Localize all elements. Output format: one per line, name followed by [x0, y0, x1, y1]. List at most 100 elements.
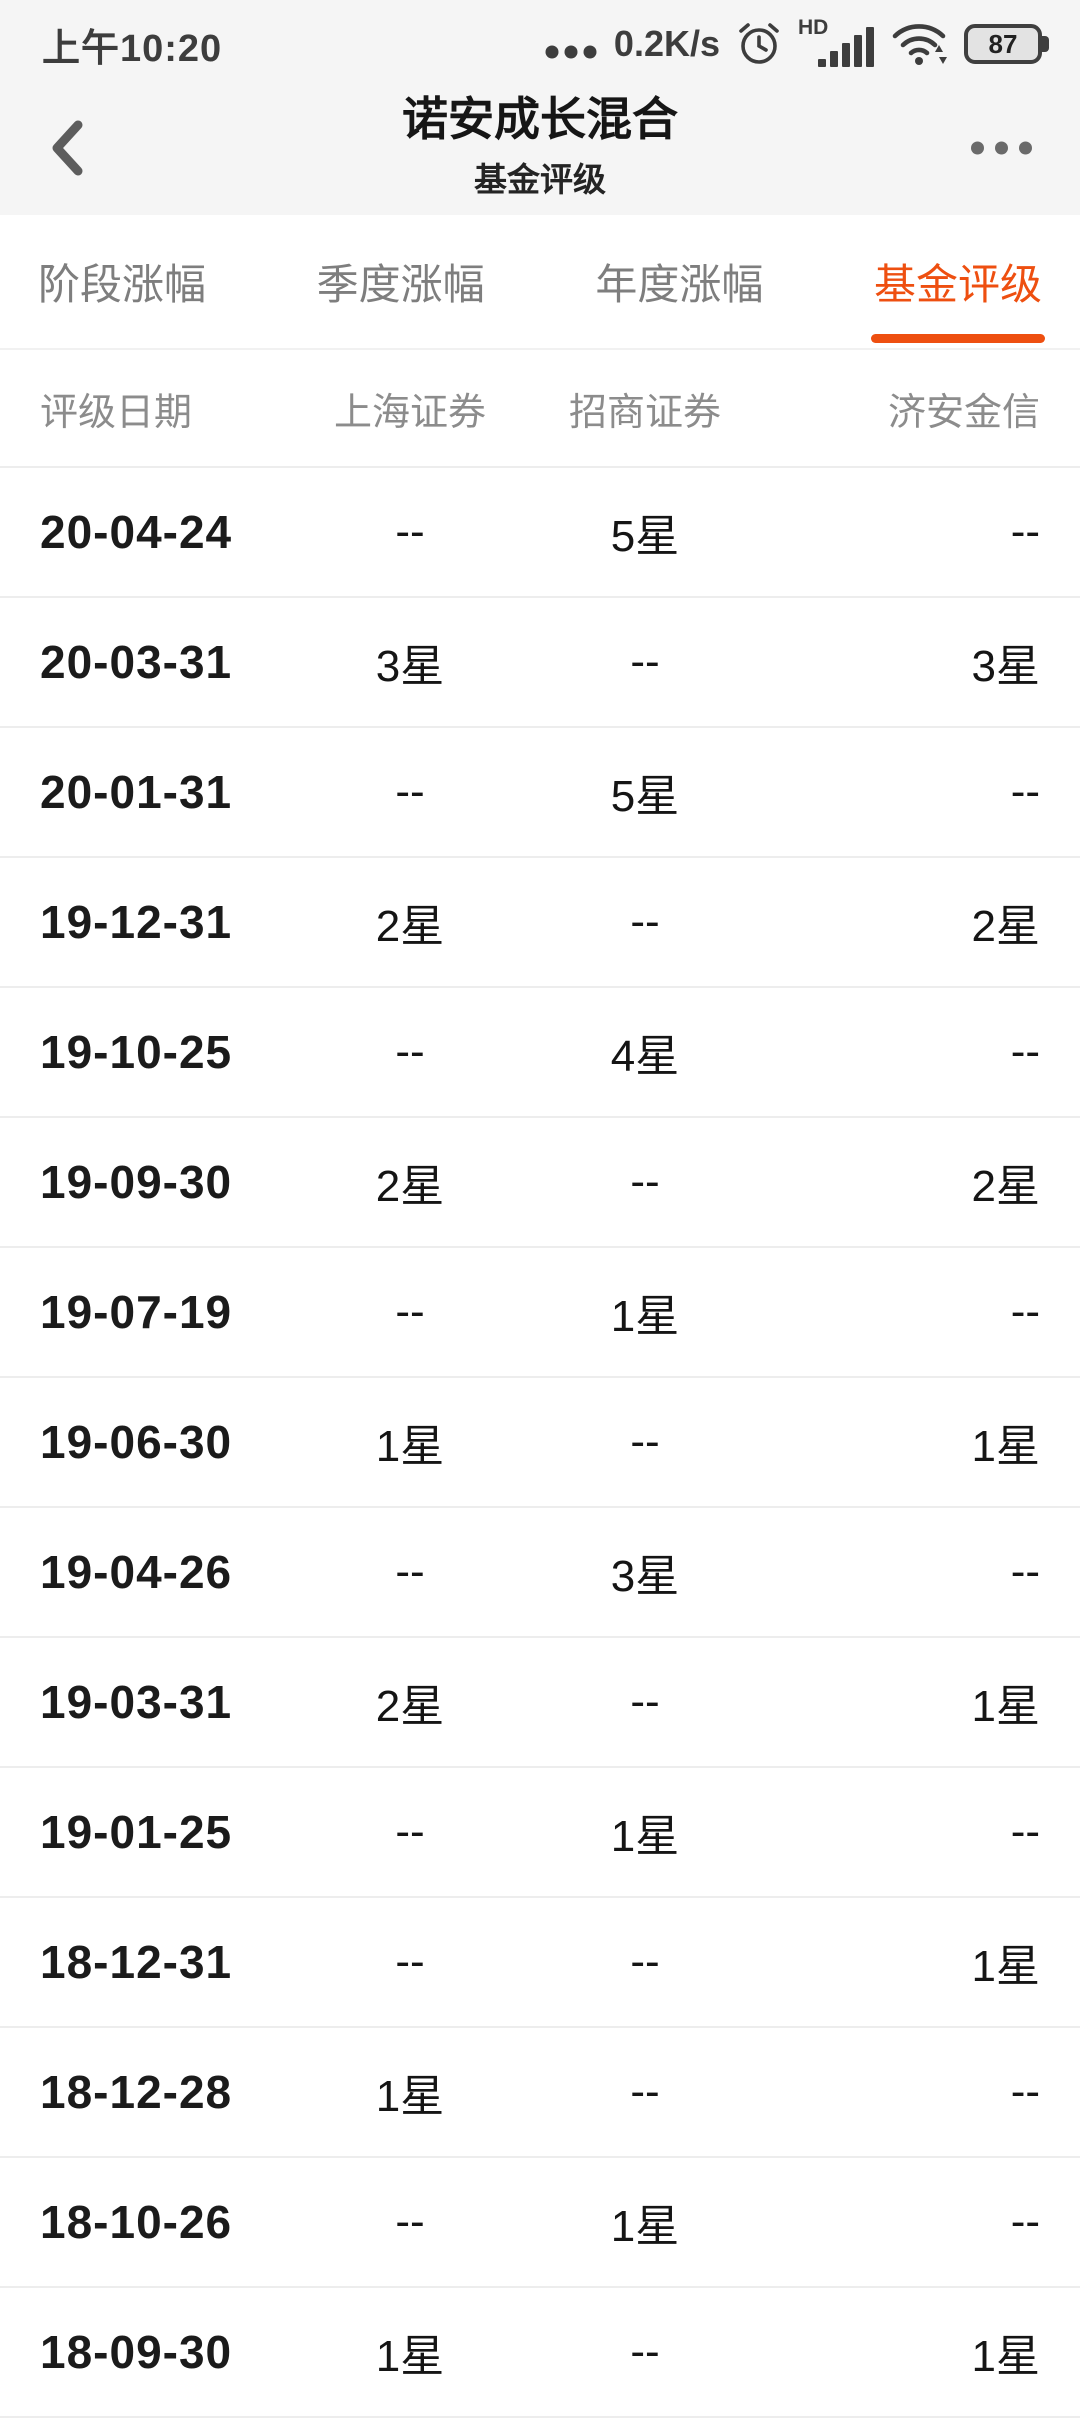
table-header: 评级日期 上海证券 招商证券 济安金信 — [0, 350, 1080, 468]
rating-date: 18-10-26 — [40, 2196, 233, 2248]
table-row: 18-10-26 -- 1星 -- — [0, 2158, 1080, 2288]
rating-value: -- — [395, 1287, 425, 1336]
rating-date: 19-06-30 — [40, 1416, 233, 1468]
rating-value: -- — [395, 1807, 425, 1856]
rating-value: 3星 — [375, 642, 445, 691]
table-row: 18-12-28 1星 -- -- — [0, 2028, 1080, 2158]
rating-value: 1星 — [971, 1942, 1040, 1991]
table-row: 19-06-30 1星 -- 1星 — [0, 1378, 1080, 1508]
rating-date: 18-12-31 — [40, 1936, 233, 1988]
table-row: 18-12-31 -- -- 1星 — [0, 1898, 1080, 2028]
page-title: 诺安成长混合 — [402, 93, 678, 146]
data-usage-dots-icon — [545, 45, 597, 59]
status-icons: 0.2K/s HD — [545, 16, 1050, 69]
rating-value: 2星 — [971, 902, 1040, 951]
rating-value: 1星 — [971, 1682, 1040, 1731]
title-group: 诺安成长混合 基金评级 — [402, 94, 678, 201]
rating-value: -- — [395, 1547, 425, 1596]
table-row: 19-07-19 -- 1星 -- — [0, 1248, 1080, 1378]
rating-value: -- — [1010, 767, 1040, 816]
rating-value: -- — [395, 767, 425, 816]
more-button[interactable] — [971, 141, 1032, 154]
tab-period-change[interactable]: 阶段涨幅 — [38, 261, 207, 308]
rating-value: -- — [630, 2067, 660, 2116]
rating-value: 2星 — [375, 902, 445, 951]
tab-annual-change[interactable]: 年度涨幅 — [595, 261, 764, 308]
rating-value: -- — [1010, 1027, 1040, 1076]
table-row: 19-01-25 -- 1星 -- — [0, 1768, 1080, 1898]
table-row: 20-01-31 -- 5星 -- — [0, 728, 1080, 858]
rating-value: 2星 — [375, 1162, 445, 1211]
tab-bar: 阶段涨幅 季度涨幅 年度涨幅 基金评级 — [0, 215, 1080, 350]
rating-value: 2星 — [971, 1162, 1040, 1211]
rating-value: -- — [630, 1157, 660, 1206]
table-row: 19-03-31 2星 -- 1星 — [0, 1638, 1080, 1768]
rating-date: 19-04-26 — [40, 1546, 233, 1598]
cellular-signal-icon: HD — [798, 16, 876, 69]
rating-value: -- — [630, 1417, 660, 1466]
back-button[interactable] — [50, 119, 84, 177]
rating-value: -- — [630, 2327, 660, 2376]
rating-value: -- — [630, 897, 660, 946]
rating-value: -- — [630, 637, 660, 686]
rating-date: 18-12-28 — [40, 2066, 233, 2118]
rating-value: 5星 — [610, 512, 680, 561]
rating-date: 19-01-25 — [40, 1806, 233, 1858]
column-header-zhaoshang-securities: 招商证券 — [568, 391, 721, 434]
battery-icon: 87 — [964, 24, 1049, 64]
rating-value: 4星 — [610, 1032, 680, 1081]
rating-date: 19-07-19 — [40, 1286, 233, 1338]
rating-value: 2星 — [375, 1682, 445, 1731]
network-speed: 0.2K/s — [613, 23, 720, 64]
rating-value: -- — [1010, 1807, 1040, 1856]
table-row: 20-03-31 3星 -- 3星 — [0, 598, 1080, 728]
alarm-clock-icon — [739, 23, 779, 64]
column-header-shanghai-securities: 上海证券 — [333, 391, 486, 434]
rating-value: -- — [630, 1677, 660, 1726]
rating-value: 3星 — [971, 642, 1040, 691]
table-row: 19-12-31 2星 -- 2星 — [0, 858, 1080, 988]
rating-value: 1星 — [375, 2332, 445, 2381]
rating-date: 19-12-31 — [40, 896, 233, 948]
rating-value: -- — [395, 507, 425, 556]
rating-value: -- — [1010, 2067, 1040, 2116]
rating-value: -- — [1010, 507, 1040, 556]
rating-value: 1星 — [610, 1292, 680, 1341]
table-row: 19-10-25 -- 4星 -- — [0, 988, 1080, 1118]
rating-value: 1星 — [375, 2072, 445, 2121]
rating-date: 19-10-25 — [40, 1026, 233, 1078]
rating-value: 1星 — [971, 1422, 1040, 1471]
rating-table[interactable]: 20-04-24 -- 5星 -- 20-03-31 3星 -- 3星 20-01-31 -- 5星… — [0, 468, 1080, 2418]
rating-value: 1星 — [375, 1422, 445, 1471]
hd-badge: HD — [798, 16, 829, 39]
battery-nub — [1042, 36, 1049, 52]
table-row: 19-09-30 2星 -- 2星 — [0, 1118, 1080, 1248]
rating-value: -- — [395, 1937, 425, 1986]
rating-value: -- — [1010, 1287, 1040, 1336]
rating-date: 19-09-30 — [40, 1156, 233, 1208]
page-subtitle: 基金评级 — [474, 160, 606, 198]
rating-value: -- — [395, 1027, 425, 1076]
table-row: 18-09-30 1星 -- 1星 — [0, 2288, 1080, 2418]
rating-value: 3星 — [610, 1552, 680, 1601]
column-header-rating-date: 评级日期 — [40, 391, 193, 434]
status-bar: 上午10:20 0.2K/s HD — [0, 0, 1080, 80]
tab-quarterly-change[interactable]: 季度涨幅 — [316, 261, 485, 308]
column-header-jian-jinxin: 济安金信 — [887, 391, 1040, 434]
rating-value: 1星 — [610, 2202, 680, 2251]
wifi-icon — [892, 24, 947, 65]
rating-date: 20-03-31 — [40, 636, 233, 688]
rating-value: -- — [1010, 1547, 1040, 1596]
rating-value: 5星 — [610, 772, 680, 821]
rating-value: -- — [630, 1937, 660, 1986]
table-row: 20-04-24 -- 5星 -- — [0, 468, 1080, 598]
rating-date: 18-09-30 — [40, 2326, 233, 2378]
rating-date: 20-04-24 — [40, 506, 233, 558]
rating-date: 20-01-31 — [40, 766, 233, 818]
rating-date: 19-03-31 — [40, 1676, 233, 1728]
rating-value: -- — [1010, 2197, 1040, 2246]
tab-fund-rating[interactable]: 基金评级 — [870, 215, 1046, 348]
rating-value: 1星 — [610, 1812, 680, 1861]
battery-percent: 87 — [988, 28, 1018, 59]
